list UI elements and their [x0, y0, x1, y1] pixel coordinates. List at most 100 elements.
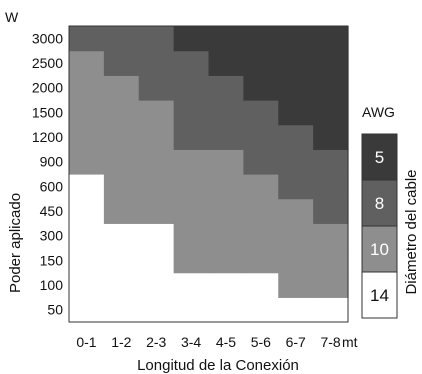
heatmap-cell [313, 50, 349, 76]
heatmap-cell [243, 198, 279, 224]
x-tick-label: 1-2 [111, 334, 131, 350]
heatmap-cell [138, 100, 175, 126]
heatmap-cell [138, 223, 175, 249]
heatmap-cell [138, 124, 175, 150]
heatmap-cell [313, 149, 349, 175]
heatmap-cell [173, 26, 210, 52]
heatmap-cell [313, 297, 349, 323]
heatmap-cell [278, 223, 314, 249]
x-unit-label: mt [342, 334, 358, 350]
heatmap-cell [208, 26, 244, 52]
heatmap-cell [138, 248, 175, 274]
heatmap-cell [173, 174, 210, 200]
heatmap-cell [69, 75, 105, 101]
heatmap-cell [138, 75, 175, 101]
y-tick-label: 150 [40, 252, 64, 268]
heatmap-cell [69, 223, 105, 249]
heatmap-cell [103, 174, 140, 200]
heatmap-cell [138, 50, 175, 76]
heatmap-cell [313, 272, 349, 298]
heatmap-cell [208, 124, 244, 150]
heatmap-cell [103, 223, 140, 249]
heatmap-cell [103, 124, 140, 150]
heatmap-cell [278, 50, 314, 76]
y-tick-label: 450 [40, 203, 64, 219]
legend: 5 8 10 14 [361, 133, 398, 319]
heatmap-cell [278, 75, 314, 101]
heatmap-cell [103, 26, 140, 52]
heatmap-cell [69, 272, 105, 298]
y-unit-label: W [5, 9, 19, 25]
heatmap-cell [173, 198, 210, 224]
heatmap-cell [313, 248, 349, 274]
heatmap-cell [103, 198, 140, 224]
heatmap-cell [278, 100, 314, 126]
heatmap-cell [138, 149, 175, 175]
heatmap-cell [173, 272, 210, 298]
heatmap-cell [208, 198, 244, 224]
legend-value: 14 [370, 286, 389, 305]
heatmap-cell [313, 174, 349, 200]
heatmap-cell [313, 198, 349, 224]
heatmap-cell [208, 75, 244, 101]
x-tick-label: 6-7 [286, 334, 306, 350]
heatmap-cell [243, 297, 279, 323]
heatmap-cell [243, 100, 279, 126]
heatmap-cell [208, 248, 244, 274]
x-tick-labels: 0-1 1-2 2-3 3-4 4-5 5-6 6-7 7-8 [76, 334, 341, 350]
heatmap-cell [173, 124, 210, 150]
heatmap-cell [243, 50, 279, 76]
y-tick-label: 900 [40, 154, 64, 170]
heatmap-cell [278, 149, 314, 175]
x-tick-label: 5-6 [251, 334, 271, 350]
heatmap-cell [173, 297, 210, 323]
heatmap-cell [173, 248, 210, 274]
heatmap-cell [243, 124, 279, 150]
heatmap-cell [313, 100, 349, 126]
heatmap-cell [278, 198, 314, 224]
heatmap-cell [243, 26, 279, 52]
y-tick-label: 50 [47, 302, 63, 318]
heatmap-cell [208, 223, 244, 249]
heatmap-cell [173, 149, 210, 175]
x-tick-label: 7-8 [320, 334, 340, 350]
heatmap-cell [243, 75, 279, 101]
y-tick-label: 1200 [32, 129, 63, 145]
legend-axis-title: Diámetro del cable [403, 169, 420, 294]
heatmap-cell [138, 174, 175, 200]
heatmap-cell [278, 297, 314, 323]
legend-swatch [361, 225, 398, 273]
heatmap-cell [103, 272, 140, 298]
heatmap-cell [69, 100, 105, 126]
legend-value: 10 [370, 240, 389, 259]
heatmap-cell [173, 75, 210, 101]
heatmap-cells [69, 26, 349, 323]
heatmap-cell [69, 248, 105, 274]
y-tick-label: 2000 [32, 80, 63, 96]
x-tick-label: 2-3 [146, 334, 166, 350]
heatmap-cell [278, 26, 314, 52]
x-axis-title: Longitud de la Conexión [137, 357, 299, 374]
heatmap-cell [103, 100, 140, 126]
heatmap-cell [278, 174, 314, 200]
y-tick-label: 300 [40, 228, 64, 244]
heatmap-cell [69, 50, 105, 76]
y-axis-title: Poder aplicado [7, 193, 24, 293]
x-tick-label: 4-5 [216, 334, 236, 350]
y-tick-label: 1500 [32, 104, 63, 120]
heatmap-cell [69, 174, 105, 200]
heatmap-cell [69, 26, 105, 52]
heatmap-cell [69, 198, 105, 224]
heatmap-cell [243, 248, 279, 274]
heatmap-cell [138, 26, 175, 52]
heatmap-cell [313, 75, 349, 101]
heatmap-cell [69, 149, 105, 175]
y-tick-label: 2500 [32, 55, 63, 71]
x-tick-label: 3-4 [181, 334, 201, 350]
y-tick-labels: 50 100 150 300 450 600 900 1200 1500 2000 2500 3000 [32, 30, 63, 317]
y-tick-label: 3000 [32, 30, 63, 46]
heatmap-cell [243, 174, 279, 200]
heatmap-cell [69, 124, 105, 150]
heatmap-cell [313, 26, 349, 52]
heatmap-cell [103, 248, 140, 274]
